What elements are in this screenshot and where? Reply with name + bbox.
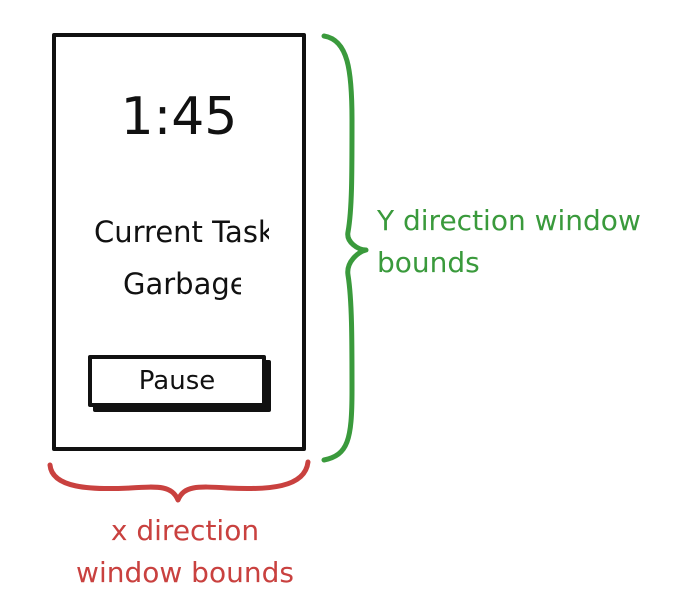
task-name: Garbage (123, 267, 241, 301)
x-label-line1: x direction (110, 514, 260, 547)
pause-button-label: Pause (88, 355, 266, 407)
timer-display: 1:45 (120, 87, 238, 147)
y-direction-label: Y direction window bounds (377, 200, 641, 284)
y-direction-brace (321, 33, 369, 463)
x-direction-brace (47, 459, 311, 503)
current-task-label: Current Task (94, 215, 269, 249)
x-label-line2: window bounds (76, 556, 294, 589)
phone-window: 1:45 Current Task Garbage Pause (52, 33, 306, 451)
y-label-line2: bounds (377, 246, 480, 279)
pause-button[interactable]: Pause (88, 355, 271, 412)
y-label-line1: Y direction window (377, 204, 641, 237)
x-direction-label: x direction window bounds (60, 510, 310, 594)
